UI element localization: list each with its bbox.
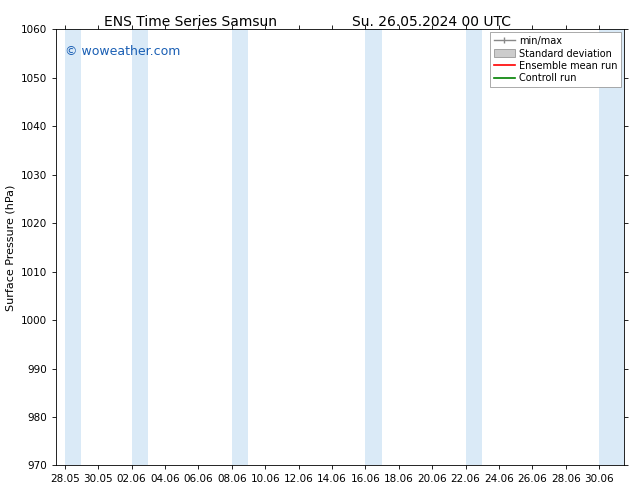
Bar: [131, 29, 148, 465]
Legend: min/max, Standard deviation, Ensemble mean run, Controll run: min/max, Standard deviation, Ensemble me…: [490, 32, 621, 87]
Y-axis label: Surface Pressure (hPa): Surface Pressure (hPa): [6, 184, 16, 311]
Bar: [232, 29, 249, 465]
Bar: [365, 29, 382, 465]
Text: Su. 26.05.2024 00 UTC: Su. 26.05.2024 00 UTC: [352, 15, 510, 29]
Bar: [465, 29, 482, 465]
Bar: [65, 29, 81, 465]
Text: ENS Time Series Samsun: ENS Time Series Samsun: [104, 15, 276, 29]
Bar: [599, 29, 633, 465]
Text: © woweather.com: © woweather.com: [65, 45, 180, 58]
